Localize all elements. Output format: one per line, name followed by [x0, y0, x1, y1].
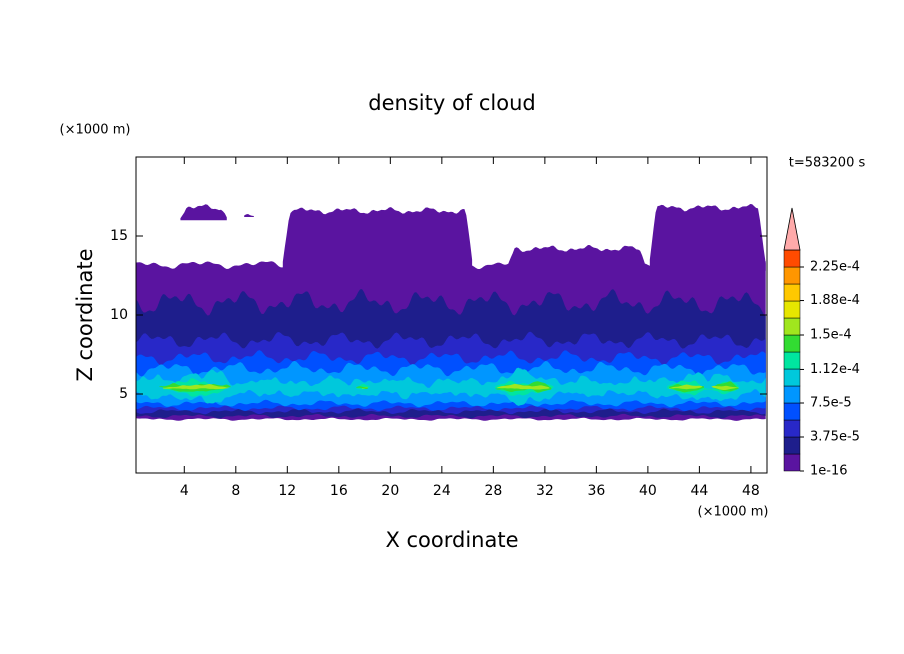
- contour-fill: [356, 386, 368, 390]
- colorbar-label: 1.5e-4: [810, 328, 852, 343]
- contour-fill: [669, 384, 702, 390]
- x-unit: (×1000 m): [698, 505, 769, 520]
- x-tick-label: 36: [587, 483, 605, 499]
- contour-fill: [649, 204, 766, 271]
- colorbar-label: 7.5e-5: [810, 396, 852, 411]
- y-unit: (×1000 m): [60, 123, 131, 138]
- contour-fill: [497, 383, 550, 390]
- colorbar-label: 2.25e-4: [810, 260, 860, 275]
- time-label: t=583200 s: [789, 156, 866, 171]
- x-tick-label: 28: [484, 483, 502, 499]
- contour-fill: [711, 385, 739, 391]
- x-tick-label: 4: [180, 483, 189, 499]
- x-tick-label: 44: [690, 483, 708, 499]
- colorbar-box: [783, 317, 801, 336]
- colorbar-box: [783, 385, 801, 404]
- colorbar-label: 1e-16: [810, 464, 848, 479]
- colorbar-label: 1.88e-4: [810, 293, 860, 308]
- x-tick-label: 40: [639, 483, 657, 499]
- x-axis-label: X coordinate: [385, 528, 518, 552]
- chart-title: density of cloud: [368, 91, 535, 115]
- x-tick-label: 32: [536, 483, 554, 499]
- contour-fill: [506, 244, 646, 271]
- contour-fill: [356, 383, 370, 390]
- contour-field: [136, 204, 766, 421]
- contour-fill: [180, 204, 227, 221]
- contour-fill: [163, 383, 229, 390]
- y-tick-label: 15: [110, 228, 128, 244]
- colorbar-box: [783, 249, 801, 268]
- colorbar-label: 1.12e-4: [810, 362, 860, 377]
- contour-fill: [362, 387, 368, 389]
- colorbar-box: [783, 419, 801, 438]
- colorbar-box: [783, 266, 801, 285]
- contour-fill: [282, 207, 473, 276]
- contour-fill: [136, 367, 766, 406]
- y-axis-label: Z coordinate: [73, 248, 97, 381]
- colorbar-box: [783, 351, 801, 370]
- colorbar-box: [783, 436, 801, 455]
- contour-fill: [244, 214, 254, 218]
- x-tick-label: 8: [231, 483, 240, 499]
- y-tick-label: 10: [110, 307, 128, 323]
- x-tick-label: 12: [278, 483, 296, 499]
- colorbar-label: 3.75e-5: [810, 430, 860, 445]
- colorbar-box: [783, 300, 801, 319]
- y-tick-label: 5: [119, 386, 128, 402]
- x-tick-label: 16: [330, 483, 348, 499]
- colorbar-box: [783, 453, 801, 472]
- colorbar-extend: [783, 207, 801, 251]
- x-tick-label: 24: [433, 483, 451, 499]
- x-tick-label: 48: [742, 483, 760, 499]
- x-tick-label: 20: [381, 483, 399, 499]
- colorbar-box: [783, 402, 801, 421]
- colorbar-box: [783, 334, 801, 353]
- colorbar-box: [783, 283, 801, 302]
- colorbar-box: [783, 368, 801, 387]
